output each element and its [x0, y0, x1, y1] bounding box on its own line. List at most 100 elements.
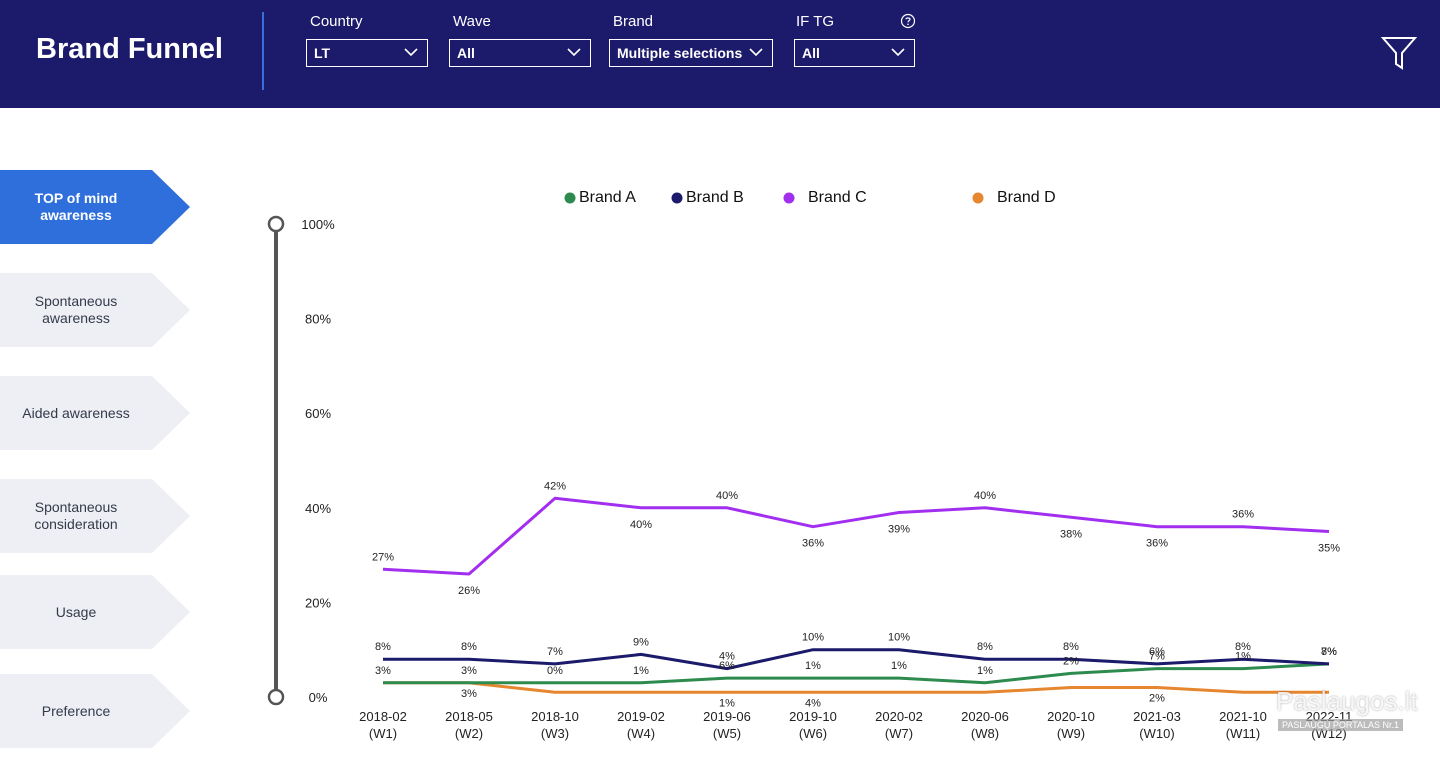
y-tick-label: 40% [305, 501, 331, 516]
data-label: 3% [461, 665, 477, 677]
tab-arrow-shape [0, 376, 190, 450]
country-dropdown[interactable]: LT [306, 39, 428, 67]
x-tick-label: 2019-06 [703, 709, 751, 724]
chevron-down-icon [404, 48, 418, 57]
data-label: 6% [1149, 646, 1165, 658]
data-label: 26% [458, 585, 480, 597]
legend-marker [972, 192, 984, 204]
wave-dropdown-value: All [457, 45, 475, 61]
x-tick-sublabel: (W6) [799, 726, 827, 741]
data-label: 36% [1146, 538, 1168, 550]
data-label: 40% [716, 490, 738, 502]
country-dropdown-value: LT [314, 45, 331, 61]
data-label: 10% [888, 632, 910, 644]
series-line-brand-d [383, 681, 1329, 694]
sidebar-item-spontaneous-awareness[interactable]: Spontaneous awareness [0, 273, 190, 347]
watermark: Paslaugos.lt PASLAUGŲ PORTALAS Nr.1 [1276, 686, 1418, 736]
sidebar-item-usage[interactable]: Usage [0, 575, 190, 649]
data-label: 35% [1318, 542, 1340, 554]
data-label: 2% [1063, 655, 1079, 667]
x-tick-label: 2018-05 [445, 709, 493, 724]
header-bar: Brand Funnel Country LT Wave All Brand M… [0, 0, 1440, 108]
x-tick-label: 2018-02 [359, 709, 407, 724]
x-tick-label: 2019-10 [789, 709, 837, 724]
data-label: 42% [544, 480, 566, 492]
data-label: 7% [1321, 646, 1337, 658]
x-tick-sublabel: (W5) [713, 726, 741, 741]
wave-filter-label: Wave [453, 13, 491, 30]
x-tick-label: 2020-02 [875, 709, 923, 724]
data-label: 8% [461, 641, 477, 653]
sidebar-item-spontaneous-consideration[interactable]: Spontaneous consideration [0, 479, 190, 553]
watermark-tag: PASLAUGŲ PORTALAS Nr.1 [1278, 719, 1404, 731]
series-line-brand-c [382, 496, 1330, 576]
data-label: 36% [1232, 509, 1254, 521]
wave-dropdown[interactable]: All [449, 39, 591, 67]
chevron-down-icon [749, 48, 763, 57]
range-slider-handle-top[interactable] [267, 215, 285, 233]
iftg-filter-label: IF TG [796, 13, 835, 30]
tab-arrow-shape [0, 273, 190, 347]
page-title: Brand Funnel [36, 33, 223, 65]
data-label: 8% [1235, 641, 1251, 653]
x-tick-sublabel: (W11) [1226, 726, 1260, 741]
sidebar-item-aided-awareness[interactable]: Aided awareness [0, 376, 190, 450]
tab-arrow-shape [0, 479, 190, 553]
x-tick-sublabel: (W10) [1139, 726, 1174, 741]
y-tick-label: 100% [301, 217, 335, 232]
series-line-brand-b [383, 648, 1330, 671]
data-label: 0% [547, 665, 563, 677]
data-label: 1% [805, 660, 821, 672]
watermark-logo-text: Paslaugos.lt [1276, 686, 1418, 716]
sidebar-item-label: Preference [41, 702, 111, 719]
header-divider [262, 12, 264, 90]
data-label: 9% [633, 636, 649, 648]
iftg-dropdown-value: All [802, 45, 820, 61]
data-label: 8% [977, 641, 993, 653]
x-tick-label: 2021-03 [1133, 709, 1181, 724]
x-tick-label: 2019-02 [617, 709, 665, 724]
legend-label: Brand A [579, 189, 636, 206]
data-label: 6% [719, 660, 735, 672]
legend-label: Brand C [808, 189, 867, 206]
y-tick-label: 60% [305, 406, 331, 421]
data-label: 8% [1063, 641, 1079, 653]
x-tick-sublabel: (W8) [971, 726, 999, 741]
x-tick-sublabel: (W2) [455, 726, 483, 741]
funnel-icon[interactable] [1380, 34, 1418, 72]
sidebar-item-label: Spontaneous consideration [34, 499, 118, 532]
legend-marker [564, 192, 576, 204]
chevron-down-icon [891, 48, 905, 57]
data-label: 27% [372, 551, 394, 563]
y-tick-label: 20% [305, 595, 331, 610]
iftg-dropdown[interactable]: All [794, 39, 915, 67]
data-label: 39% [888, 524, 910, 536]
brand-dropdown[interactable]: Multiple selections [609, 39, 773, 67]
x-tick-label: 2021-10 [1219, 709, 1267, 724]
question-circle-icon[interactable] [900, 13, 916, 29]
x-tick-sublabel: (W7) [885, 726, 913, 741]
country-filter-label: Country [310, 13, 363, 30]
sidebar-item-preference[interactable]: Preference [0, 674, 190, 748]
data-label: 8% [375, 641, 391, 653]
brand-filter-label: Brand [613, 13, 654, 30]
data-label: 40% [630, 519, 652, 531]
tab-arrow-shape [0, 170, 190, 244]
x-tick-sublabel: (W3) [541, 726, 569, 741]
legend-label: Brand B [686, 189, 744, 206]
data-label: 4% [805, 697, 821, 709]
data-label: 1% [633, 665, 649, 677]
tab-arrow-shape [0, 674, 190, 748]
legend-marker [671, 192, 683, 204]
y-tick-label: 0% [309, 690, 328, 705]
data-label: 7% [1149, 651, 1165, 663]
data-label: 36% [802, 538, 824, 550]
chevron-down-icon [567, 48, 581, 57]
range-slider-handle-bottom[interactable] [267, 688, 285, 706]
data-label: 38% [1060, 528, 1082, 540]
brand-dropdown-value: Multiple selections [617, 45, 743, 61]
sidebar-item-label: Aided awareness [22, 404, 130, 421]
data-label: 8% [1321, 646, 1337, 658]
data-label: 3% [375, 665, 391, 677]
sidebar-item-top-of-mind-awareness[interactable]: TOP of mind awareness [0, 170, 190, 244]
